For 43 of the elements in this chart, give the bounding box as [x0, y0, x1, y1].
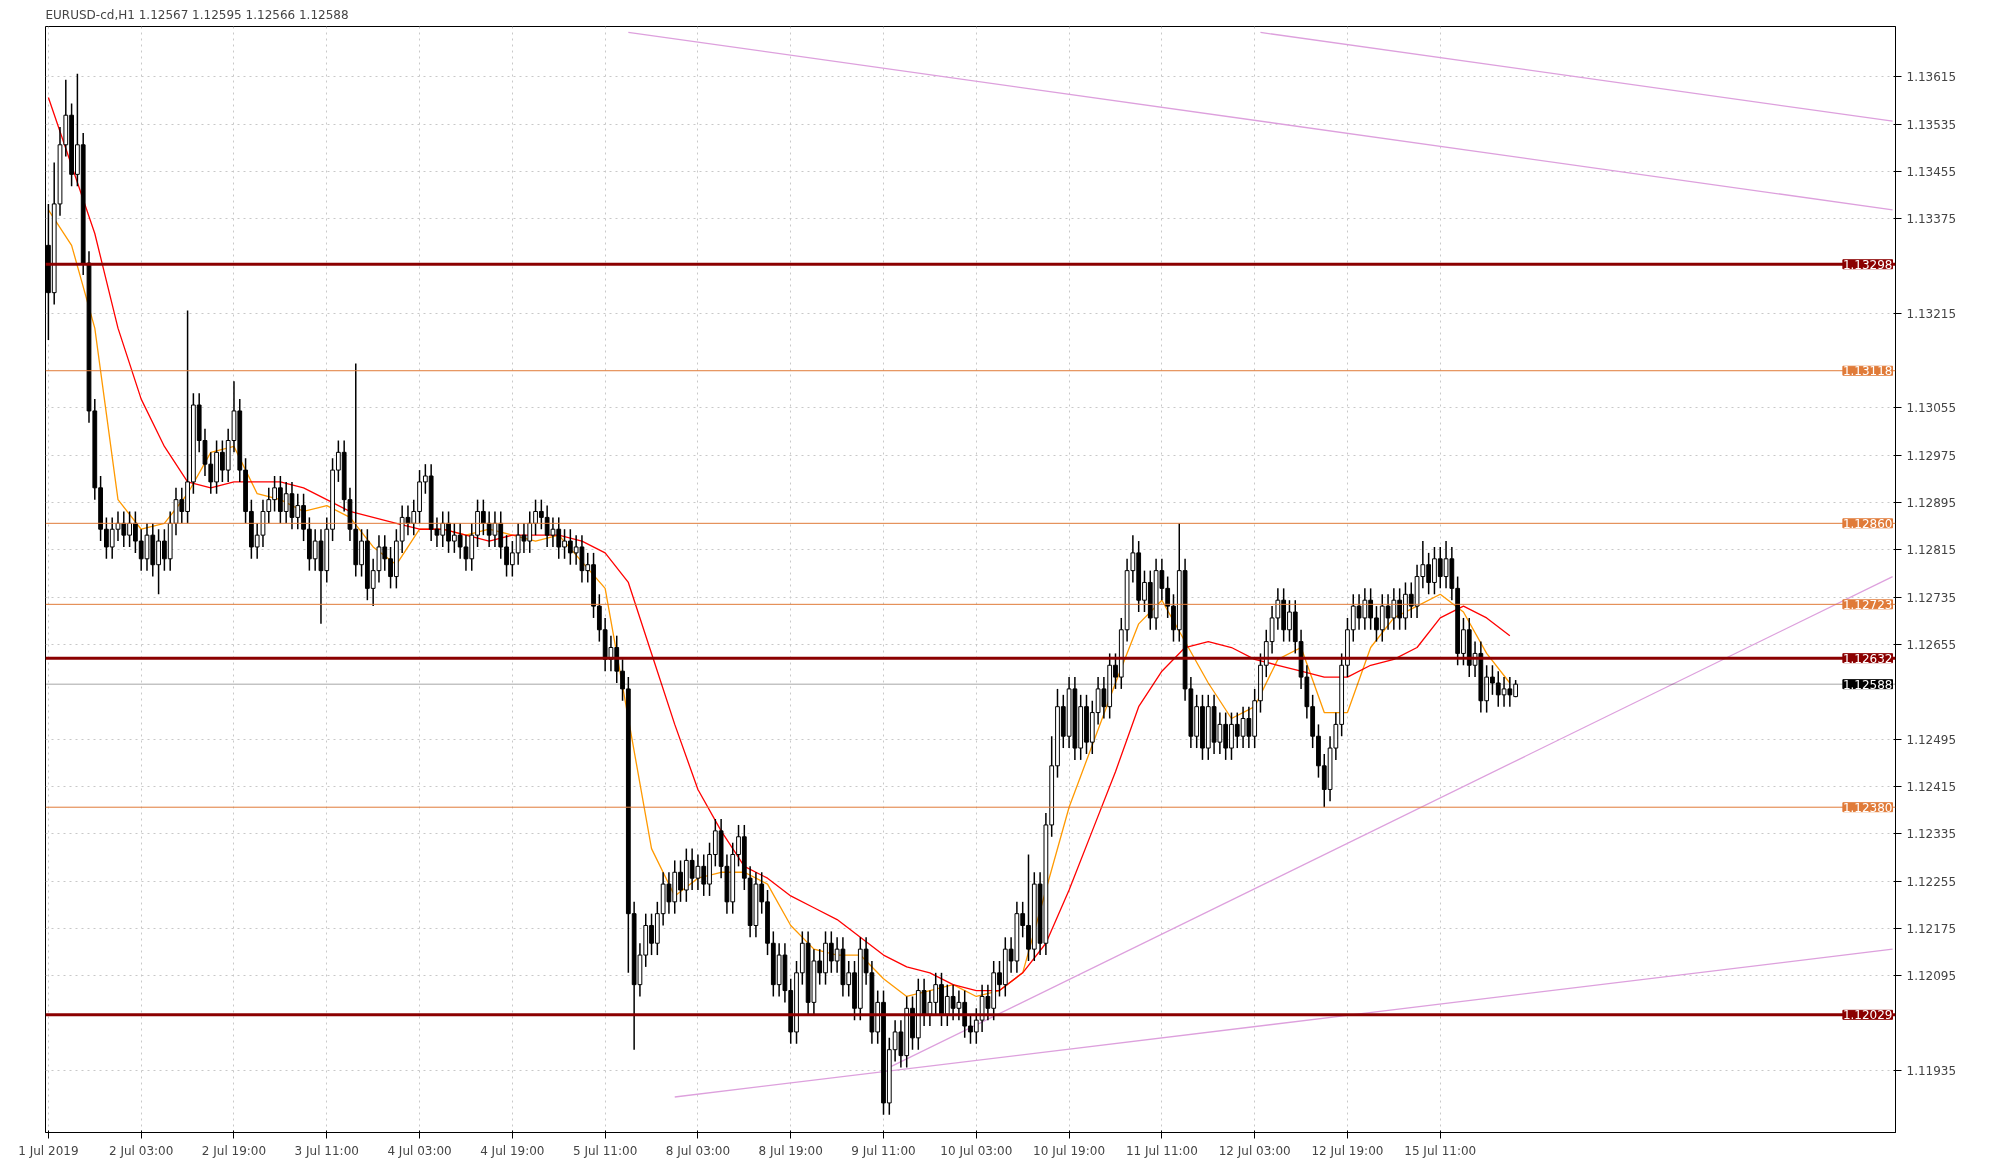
y-tick-label: 1.12175 [1906, 921, 1957, 936]
y-tick-label: 1.13615 [1906, 70, 1957, 85]
x-tick-label: 2 Jul 03:00 [109, 1143, 174, 1158]
y-tick-label: 1.13455 [1906, 164, 1957, 179]
x-tick-label: 11 Jul 11:00 [1125, 1143, 1198, 1158]
x-tick-label: 3 Jul 11:00 [294, 1143, 359, 1158]
x-tick-label: 10 Jul 19:00 [1033, 1143, 1106, 1158]
x-tick-label: 8 Jul 03:00 [665, 1143, 731, 1158]
y-tick-label: 1.12255 [1906, 874, 1957, 889]
y-tick-label: 1.12975 [1906, 448, 1957, 463]
y-tick-label: 1.12735 [1906, 590, 1957, 605]
x-tick-label: 2 Jul 19:00 [201, 1143, 267, 1158]
ref-line-label: 1.12380 [1842, 800, 1893, 815]
ref-line-label: 1.12029 [1842, 1008, 1893, 1023]
y-tick-label: 1.11935 [1906, 1063, 1957, 1078]
ref-line-label: 1.12632 [1842, 651, 1893, 666]
ref-line-label: 1.13118 [1842, 364, 1893, 379]
x-tick-label: 5 Jul 11:00 [572, 1143, 638, 1158]
y-tick-label: 1.13055 [1906, 401, 1957, 416]
x-tick-label: 1 Jul 2019 [18, 1143, 79, 1158]
x-tick-label: 9 Jul 11:00 [851, 1143, 916, 1158]
y-tick-label: 1.12415 [1906, 780, 1957, 795]
x-tick-label: 4 Jul 03:00 [387, 1143, 452, 1158]
ref-line-label: 1.12723 [1842, 597, 1893, 612]
x-tick-label: 15 Jul 11:00 [1404, 1143, 1477, 1158]
x-tick-label: 8 Jul 19:00 [758, 1143, 823, 1158]
x-tick-label: 12 Jul 19:00 [1311, 1143, 1384, 1158]
y-tick-label: 1.12655 [1906, 638, 1957, 653]
y-tick-label: 1.13375 [1906, 212, 1957, 227]
x-tick-label: 12 Jul 03:00 [1218, 1143, 1291, 1158]
chart-title: EURUSD-cd,H1 1.12567 1.12595 1.12566 1.12588 [45, 7, 349, 22]
x-tick-label: 10 Jul 03:00 [940, 1143, 1013, 1158]
x-tick-label: 4 Jul 19:00 [480, 1143, 545, 1158]
ref-line-label: 1.12588 [1842, 677, 1893, 692]
ref-line-label: 1.12860 [1842, 516, 1893, 531]
y-tick-label: 1.12495 [1906, 732, 1957, 747]
y-tick-label: 1.12335 [1906, 827, 1957, 842]
y-tick-label: 1.12815 [1906, 543, 1957, 558]
ref-line-label: 1.13298 [1842, 257, 1893, 272]
y-tick-label: 1.12095 [1906, 969, 1957, 984]
y-tick-label: 1.12895 [1906, 496, 1957, 511]
y-tick-label: 1.13215 [1906, 306, 1957, 321]
y-tick-label: 1.13535 [1906, 117, 1957, 132]
